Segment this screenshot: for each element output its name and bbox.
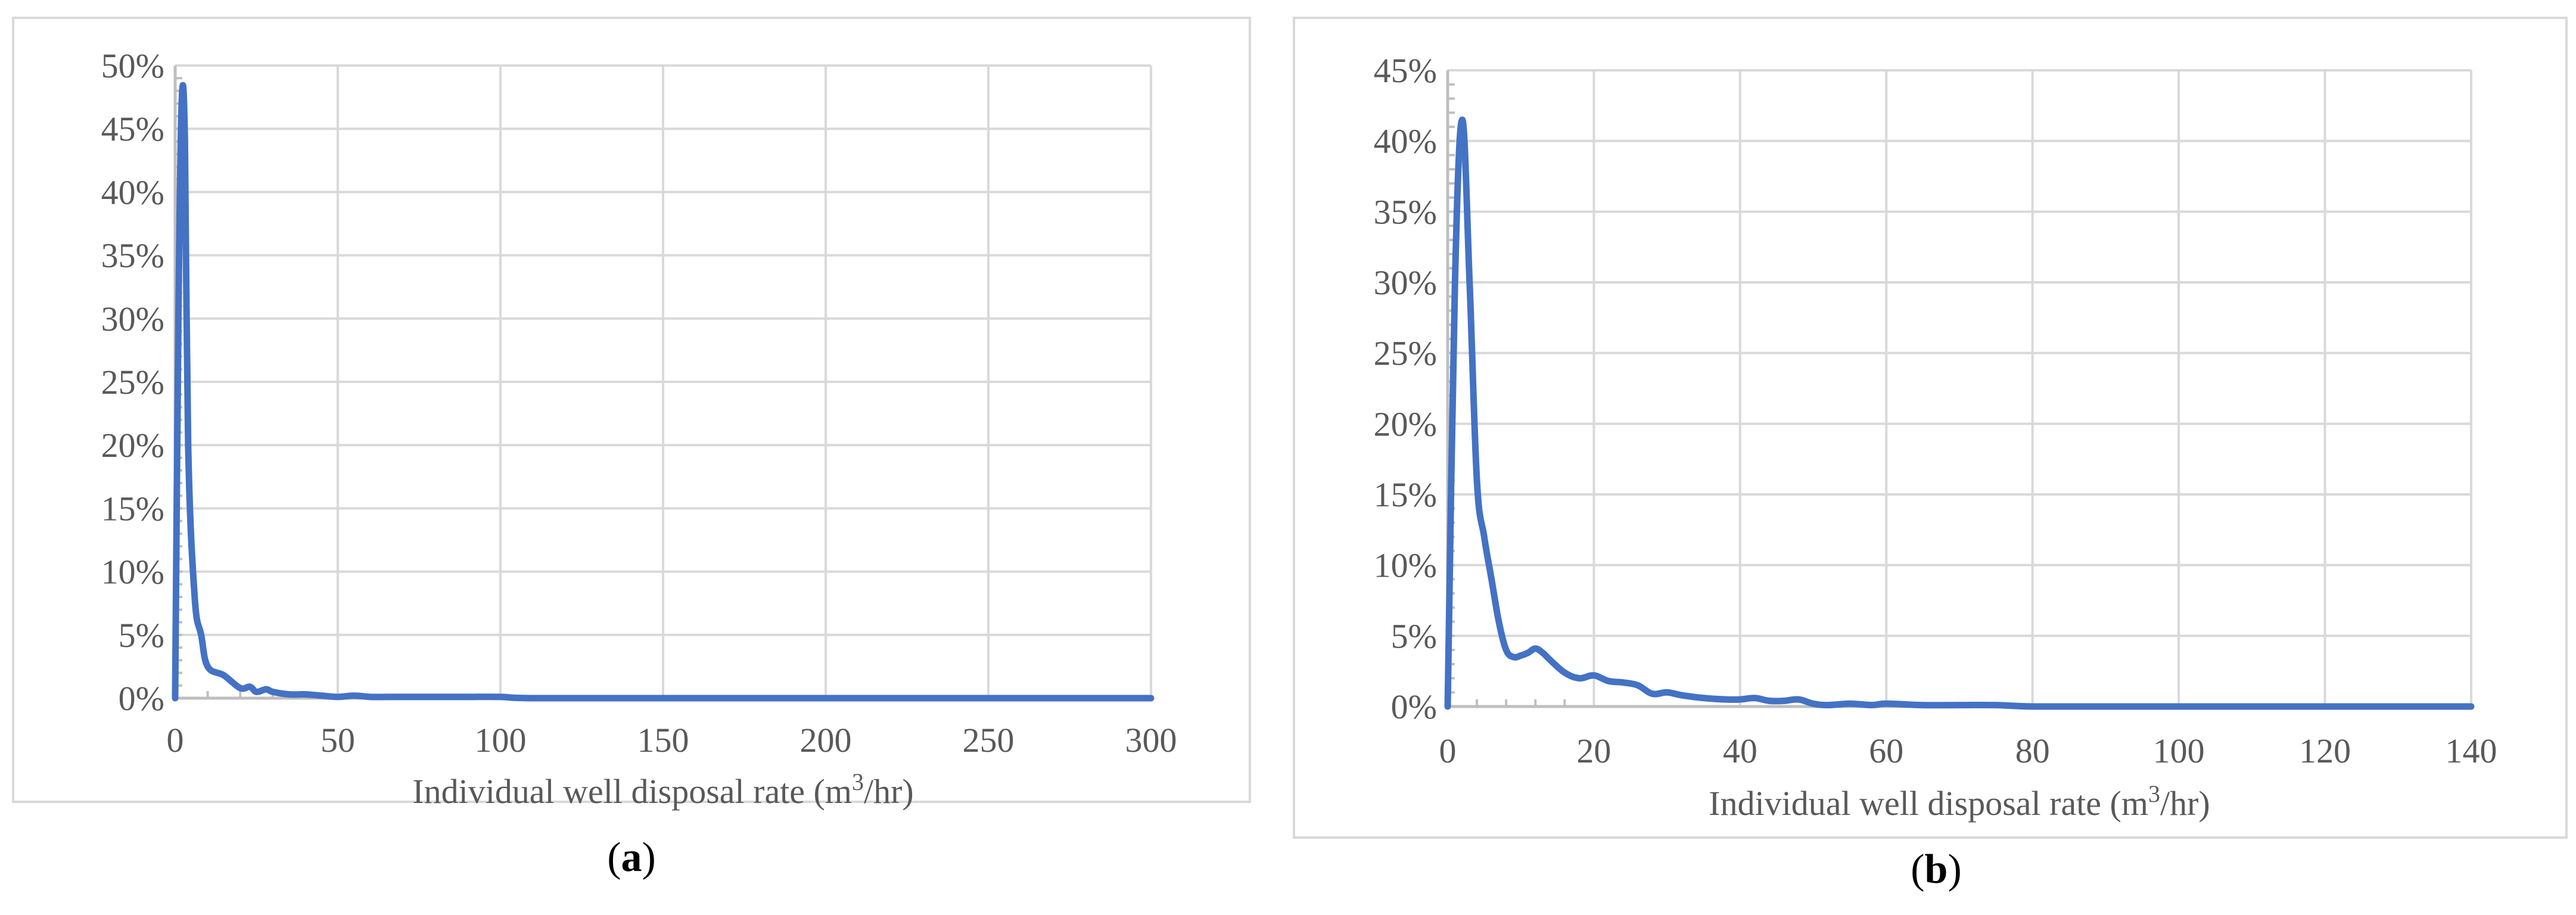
chartb-x-tick-label: 80 (2015, 732, 2050, 770)
chartb-y-tick-label: 10% (1374, 546, 1437, 585)
chartb-x-tick-label: 0 (1439, 732, 1457, 770)
charta-y-tick-label: 0% (119, 679, 164, 718)
caption-a: (a) (607, 835, 656, 880)
chartb-y-tick-label: 45% (1374, 51, 1437, 90)
chart-b: 0% 5% 10% 15% 20% 25% 30% 35% 40% 45% 0 20 40 60 80 100… (1374, 51, 2497, 823)
chart-panel-a: 0% 5% 10% 15% 20% 25% 30% 35% 40% 45% 50% 0 50 100 150… (0, 0, 1263, 915)
charta-y-tick-label: 35% (101, 236, 164, 275)
chartb-y-tick-label: 30% (1374, 263, 1437, 302)
charta-y-tick-label: 5% (119, 616, 164, 655)
chart-panel-b: 0% 5% 10% 15% 20% 25% 30% 35% 40% 45% 0 20 40 60 80 100… (1281, 0, 2576, 915)
chart-a: 0% 5% 10% 15% 20% 25% 30% 35% 40% 45% 50% 0 50 100 150… (101, 46, 1177, 811)
chartb-y-tick-label: 35% (1374, 192, 1437, 231)
chartb-x-tick-label: 140 (2446, 732, 2497, 770)
chartb-y-tick-label: 40% (1374, 122, 1437, 161)
charta-y-tick-label: 10% (101, 553, 164, 592)
charta-x-tick-label: 300 (1125, 721, 1177, 760)
charta-y-tick-label: 45% (101, 110, 164, 148)
chartb-y-tick-label: 0% (1391, 687, 1437, 726)
chartb-x-tick-label: 120 (2299, 732, 2351, 770)
charta-y-tick-label: 50% (101, 46, 164, 85)
caption-b-label: b (1924, 846, 1948, 892)
caption-a-label: a (621, 835, 642, 880)
chartb-x-tick-label: 100 (2153, 732, 2205, 770)
chartb-x-axis-title: Individual well disposal rate (m3/hr) (1709, 780, 2210, 823)
charta-y-tick-label: 15% (101, 489, 164, 528)
charta-x-tick-label: 50 (321, 721, 355, 760)
charta-x-tick-label: 0 (167, 721, 184, 760)
caption-b: (b) (1911, 846, 1962, 892)
chartb-y-tick-label: 25% (1374, 334, 1437, 373)
charta-x-tick-label: 100 (475, 721, 527, 760)
charta-x-tick-label: 250 (963, 721, 1015, 760)
chartb-y-tick-label: 20% (1374, 404, 1437, 443)
charta-x-tick-label: 150 (637, 721, 689, 760)
charta-y-tick-label: 25% (101, 363, 164, 402)
charta-series-line (172, 82, 1155, 702)
charta-y-tick-label: 40% (101, 173, 164, 211)
charta-x-tick-label: 200 (800, 721, 852, 760)
chartb-y-tick-label: 15% (1374, 475, 1437, 514)
chartb-x-tick-label: 20 (1576, 732, 1611, 770)
chartb-y-tick-label: 5% (1391, 617, 1437, 655)
chartb-x-tick-label: 40 (1723, 732, 1757, 770)
charta-y-tick-label: 20% (101, 426, 164, 465)
charta-y-tick-label: 30% (101, 300, 164, 338)
chartb-x-tick-label: 60 (1869, 732, 1903, 770)
charta-x-axis-title: Individual well disposal rate (m3/hr) (412, 768, 913, 811)
chartb-series-line (1444, 116, 2475, 710)
